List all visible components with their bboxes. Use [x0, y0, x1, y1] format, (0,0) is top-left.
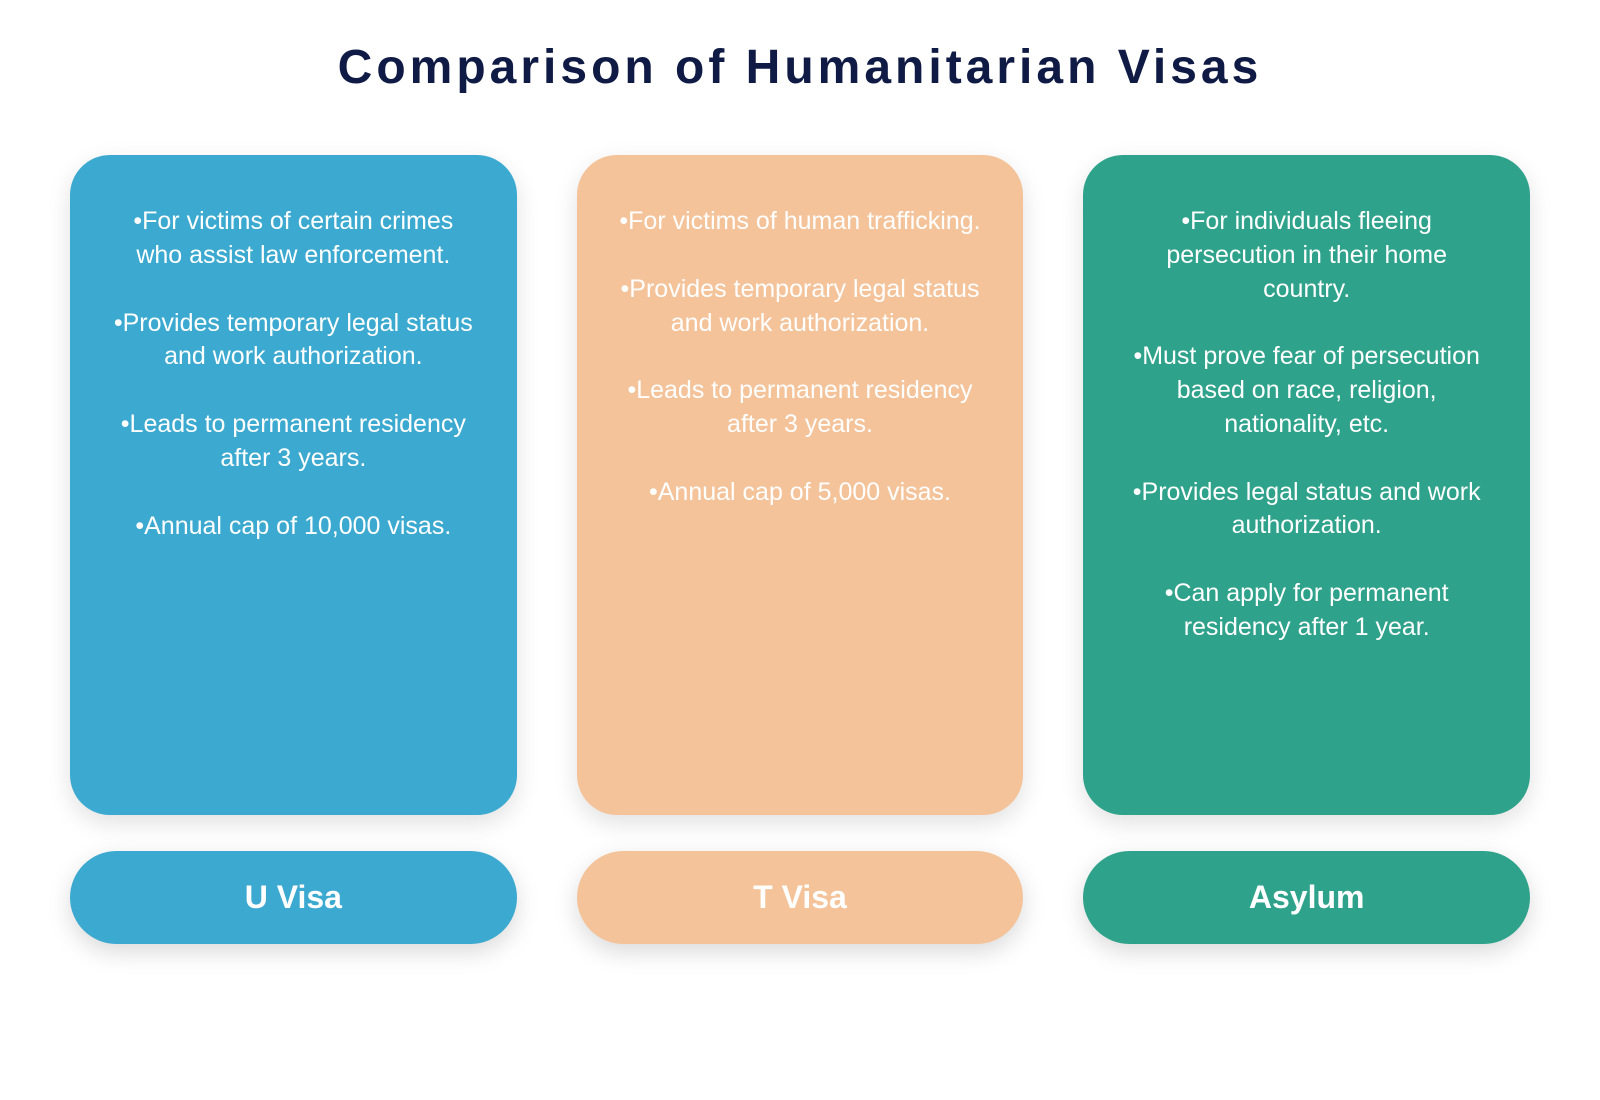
- columns-container: •For victims of certain crimes who assis…: [70, 155, 1530, 944]
- bullet: •Provides legal status and work authoriz…: [1123, 476, 1490, 544]
- bullet: •Can apply for permanent residency after…: [1123, 577, 1490, 645]
- bullet: •Leads to permanent residency after 3 ye…: [110, 408, 477, 476]
- card-asylum: •For individuals fleeing persecution in …: [1083, 155, 1530, 815]
- column-u-visa: •For victims of certain crimes who assis…: [70, 155, 517, 944]
- label-t-visa: T Visa: [577, 851, 1024, 944]
- column-asylum: •For individuals fleeing persecution in …: [1083, 155, 1530, 944]
- label-u-visa: U Visa: [70, 851, 517, 944]
- bullet: •Provides temporary legal status and wor…: [110, 307, 477, 375]
- bullet: •For victims of certain crimes who assis…: [110, 205, 477, 273]
- bullet: •Provides temporary legal status and wor…: [617, 273, 984, 341]
- page-title: Comparison of Humanitarian Visas: [70, 40, 1530, 95]
- column-t-visa: •For victims of human trafficking. •Prov…: [577, 155, 1024, 944]
- card-t-visa: •For victims of human trafficking. •Prov…: [577, 155, 1024, 815]
- bullet: •Must prove fear of persecution based on…: [1123, 340, 1490, 441]
- bullet: •For individuals fleeing persecution in …: [1123, 205, 1490, 306]
- card-u-visa: •For victims of certain crimes who assis…: [70, 155, 517, 815]
- bullet: •Annual cap of 10,000 visas.: [110, 510, 477, 544]
- bullet: •For victims of human trafficking.: [617, 205, 984, 239]
- bullet: •Leads to permanent residency after 3 ye…: [617, 374, 984, 442]
- label-asylum: Asylum: [1083, 851, 1530, 944]
- bullet: •Annual cap of 5,000 visas.: [617, 476, 984, 510]
